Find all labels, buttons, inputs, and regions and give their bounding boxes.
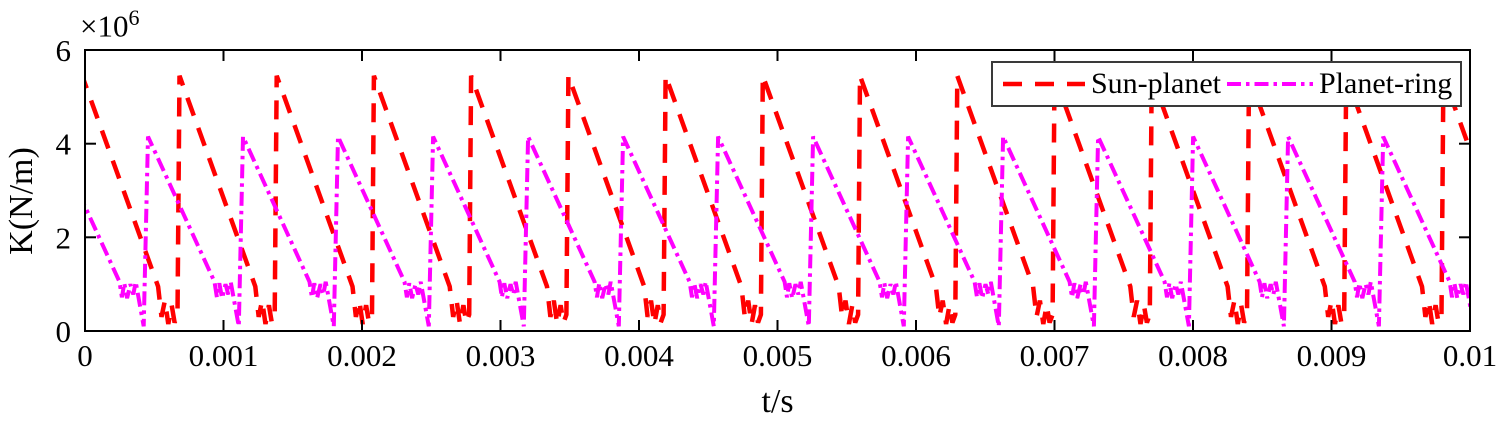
x-tick-label: 0.009 xyxy=(1297,338,1367,373)
series-line-sun-planet xyxy=(85,75,1470,325)
x-tick-label: 0.008 xyxy=(1158,338,1228,373)
y-tick-label: 2 xyxy=(56,220,72,255)
x-tick-label: 0.01 xyxy=(1443,338,1497,373)
y-tick-label: 6 xyxy=(56,33,72,68)
x-tick-label: 0.003 xyxy=(466,338,536,373)
x-tick-label: 0.004 xyxy=(604,338,674,373)
y-tick-label: 0 xyxy=(56,314,72,349)
y-axis-label: K(N/m) xyxy=(3,147,40,255)
x-tick-label: 0.005 xyxy=(743,338,813,373)
legend: Sun-planet Planet-ring xyxy=(991,61,1462,107)
legend-label-planet-ring: Planet-ring xyxy=(1318,67,1453,100)
y-tick-label: 4 xyxy=(56,127,72,162)
x-tick-label: 0 xyxy=(77,338,93,373)
legend-line-sample-sun-planet xyxy=(1003,81,1085,87)
legend-line-sample-planet-ring xyxy=(1226,82,1313,86)
x-tick-label: 0.002 xyxy=(327,338,397,373)
x-tick-label: 0.001 xyxy=(189,338,259,373)
y-scale-exponent: 6 xyxy=(128,5,140,30)
x-axis-label: t/s xyxy=(761,383,794,420)
y-scale-base: ×10 xyxy=(80,8,129,44)
x-tick-label: 0.006 xyxy=(881,338,951,373)
legend-label-sun-planet: Sun-planet xyxy=(1091,67,1221,100)
y-axis-scale-multiplier: ×106 xyxy=(80,5,139,44)
x-tick-label: 0.007 xyxy=(1020,338,1090,373)
